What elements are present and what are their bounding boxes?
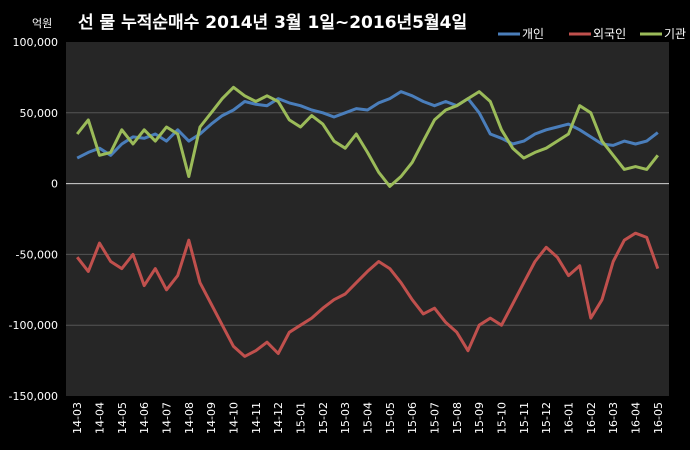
x-tick-label: 15-08	[451, 402, 464, 434]
series-layer	[76, 85, 660, 358]
y-tick-label: 50,000	[20, 107, 59, 120]
y-tick-label: -100,000	[9, 319, 58, 332]
x-tick-label: 15-09	[473, 402, 486, 434]
x-tick-label: 14-08	[183, 402, 196, 434]
x-tick-label: 14-07	[161, 402, 174, 434]
x-tick-label: 14-11	[250, 402, 263, 434]
x-tick-label: 14-03	[71, 402, 84, 434]
chart-title: 선 물 누적순매수 2014년 3월 1일~2016년5월4일	[78, 13, 467, 33]
x-tick-label: 15-10	[496, 402, 509, 434]
series-line	[76, 85, 659, 188]
plot-area	[66, 42, 669, 396]
y-tick-label: -50,000	[16, 248, 58, 261]
x-tick-label: 14-09	[205, 402, 218, 434]
y-tick-label: 0	[51, 178, 58, 191]
y-unit-label: 억원	[32, 17, 52, 30]
y-axis: 100,000 50,000 0 -50,000 -100,000 -150,000	[9, 36, 58, 403]
x-tick-label: 16-01	[563, 402, 576, 434]
x-tick-label: 15-06	[406, 402, 419, 434]
x-tick-label: 16-03	[607, 402, 620, 434]
y-tick-label: -150,000	[9, 390, 58, 403]
x-tick-label: 15-04	[362, 402, 375, 434]
x-tick-label: 14-06	[138, 402, 151, 434]
legend-label: 개인	[522, 27, 544, 41]
x-tick-label: 16-04	[630, 402, 643, 434]
legend: 개인 외국인 기관	[498, 27, 686, 41]
x-tick-label: 14-05	[116, 402, 129, 434]
x-tick-label: 15-01	[295, 402, 308, 434]
x-tick-label: 14-04	[94, 402, 107, 434]
legend-label: 외국인	[593, 27, 626, 41]
x-tick-label: 16-02	[585, 402, 598, 434]
x-tick-label: 14-10	[228, 402, 241, 434]
x-tick-label: 15-03	[339, 402, 352, 434]
series-line	[76, 231, 660, 358]
x-tick-label: 14-12	[272, 402, 285, 434]
x-tick-label: 15-12	[540, 402, 553, 434]
x-tick-label: 15-07	[429, 402, 442, 434]
x-tick-label: 15-05	[384, 402, 397, 434]
x-tick-label: 15-02	[317, 402, 330, 434]
x-tick-label: 15-11	[518, 402, 531, 434]
y-tick-label: 100,000	[13, 36, 59, 49]
series-line	[76, 90, 659, 160]
x-axis: 14-03 14-04 14-05 14-06 14-07 14-08 14-09 14-10…	[71, 402, 665, 434]
x-tick-label: 16-05	[652, 402, 665, 434]
gridlines	[66, 112, 669, 326]
legend-label: 기관	[664, 27, 686, 41]
